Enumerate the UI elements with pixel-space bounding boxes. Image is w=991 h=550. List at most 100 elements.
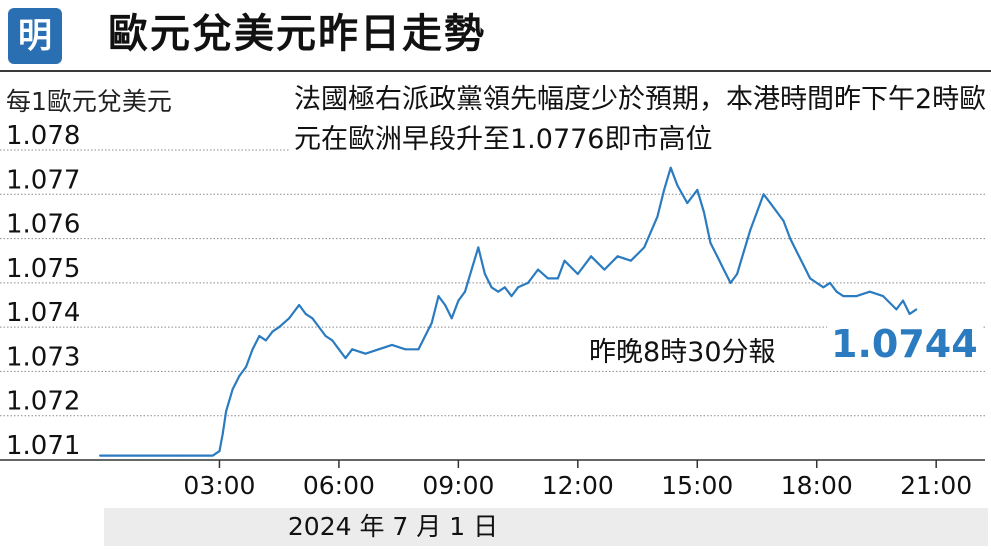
data-point — [503, 286, 506, 289]
data-point — [331, 339, 334, 342]
data-point — [517, 286, 520, 289]
data-point — [351, 348, 354, 351]
data-point — [789, 237, 792, 240]
data-point — [716, 255, 719, 258]
data-point — [337, 348, 340, 351]
data-point — [815, 281, 818, 284]
x-tick-label: 21:00 — [900, 471, 972, 500]
data-point — [324, 335, 327, 337]
data-point — [702, 211, 705, 213]
data-point — [782, 219, 785, 222]
data-point — [477, 246, 480, 249]
data-point — [709, 242, 712, 244]
data-point — [756, 211, 758, 213]
newspaper-logo: 明 — [8, 8, 62, 64]
data-point — [629, 259, 632, 262]
data-point — [729, 281, 732, 284]
data-point — [288, 317, 291, 320]
data-point — [99, 454, 101, 457]
x-tick-label: 18:00 — [781, 471, 853, 500]
data-point — [271, 330, 274, 333]
data-point — [822, 286, 825, 289]
latest-quote-value: 1.0744 — [827, 322, 982, 366]
data-point — [245, 366, 247, 368]
logo-text: 明 — [18, 16, 52, 56]
logo-badge — [8, 8, 62, 64]
data-point — [264, 339, 267, 342]
latest-quote-label: 昨晚8時30分報 — [585, 330, 780, 369]
data-point — [258, 335, 261, 337]
y-tick-label: 1.078 — [6, 121, 80, 151]
data-point — [809, 277, 812, 280]
x-tick-label: 03:00 — [183, 471, 255, 500]
data-point — [669, 166, 672, 169]
header-divider — [0, 70, 991, 72]
data-point — [590, 255, 593, 258]
date-band — [104, 508, 988, 546]
data-point — [225, 410, 228, 413]
data-point — [251, 348, 254, 351]
data-point — [686, 202, 689, 205]
x-tick-label: 15:00 — [661, 471, 733, 500]
data-point — [576, 273, 579, 275]
data-point — [497, 290, 500, 293]
data-point — [470, 268, 473, 271]
data-point — [391, 343, 393, 346]
data-point — [138, 454, 141, 457]
data-point — [603, 268, 606, 271]
data-point — [278, 326, 281, 329]
data-point — [364, 352, 367, 355]
data-point — [882, 295, 885, 298]
data-point — [483, 273, 486, 275]
data-point — [537, 268, 539, 271]
y-tick-label: 1.071 — [6, 431, 80, 461]
data-point — [855, 295, 858, 298]
data-point — [527, 281, 529, 284]
data-point — [722, 268, 725, 271]
data-point — [547, 277, 549, 280]
data-point — [696, 188, 699, 191]
data-point — [915, 308, 918, 311]
y-axis-unit-label: 每1歐元兌美元 — [6, 87, 172, 116]
date-label: 2024 年 7 月 1 日 — [287, 512, 499, 541]
x-tick-label: 09:00 — [422, 471, 494, 500]
x-tick-label: 06:00 — [303, 471, 375, 500]
annotation-text: 法國極右派政黨領先幅度少於預期，本港時間昨下午2時歐元在歐洲早段升至1.0776… — [290, 80, 991, 160]
x-tick-label: 12:00 — [542, 471, 614, 500]
data-point — [736, 273, 739, 275]
data-point — [304, 312, 307, 315]
data-point — [775, 211, 778, 213]
y-tick-label: 1.075 — [6, 254, 80, 284]
data-point — [656, 215, 659, 218]
series-line — [100, 166, 917, 457]
chart-title: 歐元兌美元昨日走勢 — [108, 11, 486, 57]
data-point — [769, 202, 772, 205]
data-point — [417, 348, 420, 351]
data-point — [749, 228, 752, 231]
data-point — [742, 250, 745, 253]
data-point — [556, 277, 559, 280]
data-point — [835, 290, 838, 293]
data-point — [902, 299, 904, 302]
data-point — [238, 374, 241, 377]
data-point — [643, 246, 646, 249]
data-point — [311, 317, 314, 320]
data-point — [178, 454, 181, 457]
data-point — [795, 250, 798, 253]
data-point — [444, 304, 447, 306]
data-point — [676, 184, 679, 187]
data-point — [908, 312, 911, 315]
data-point — [221, 432, 224, 435]
data-point — [437, 295, 440, 298]
y-tick-label: 1.072 — [6, 387, 80, 417]
data-point — [490, 286, 493, 289]
data-point — [563, 259, 566, 262]
data-point — [868, 290, 871, 293]
data-point — [829, 281, 831, 284]
data-point — [231, 388, 234, 391]
y-tick-label: 1.077 — [6, 165, 80, 195]
data-point — [318, 326, 320, 329]
data-point — [450, 317, 453, 320]
data-point — [457, 299, 460, 302]
